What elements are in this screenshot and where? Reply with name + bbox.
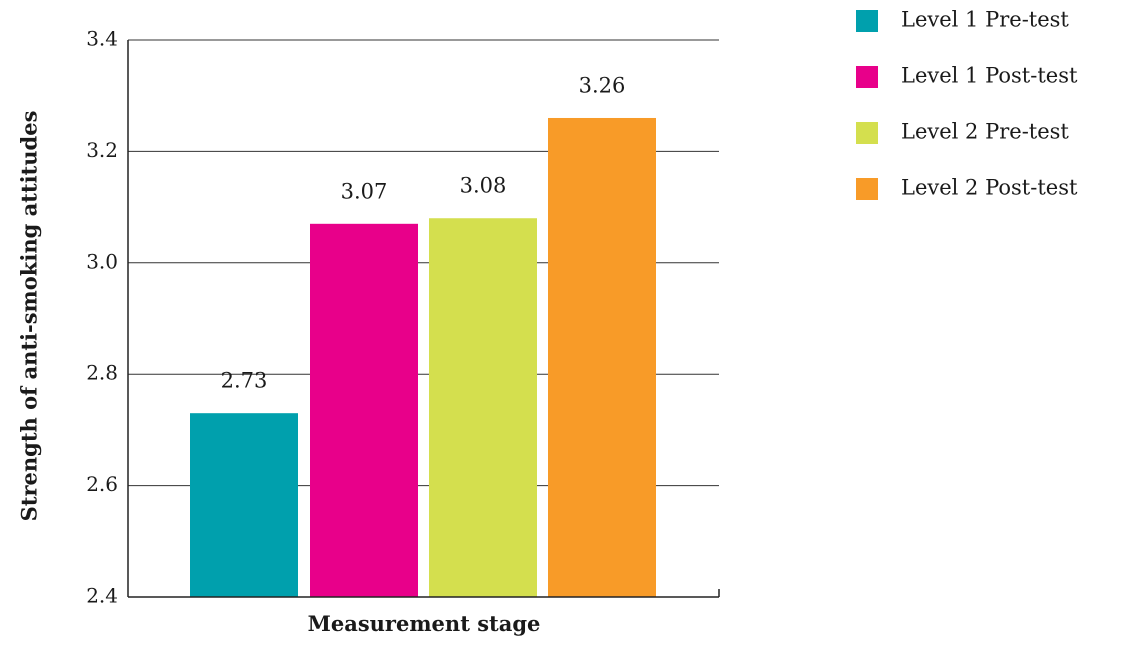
data-label: 2.73: [221, 369, 268, 393]
bar: [548, 117, 656, 597]
data-label: 3.07: [341, 179, 388, 203]
y-tick-label: 3.4: [86, 27, 118, 51]
legend-label: Level 1 Pre-test: [901, 8, 1069, 32]
legend-swatch: [856, 66, 878, 88]
legend-label: Level 2 Post-test: [901, 176, 1078, 200]
legend-swatch: [856, 178, 878, 200]
legend-swatch: [856, 122, 878, 144]
data-label: 3.08: [460, 174, 507, 198]
legend-label: Level 1 Post-test: [901, 64, 1078, 88]
y-axis-title: Strength of anti-smoking attitudes: [17, 111, 42, 522]
legend-swatch: [856, 10, 878, 32]
legend: Level 1 Pre-test Level 1 Post-test Level 2…: [856, 8, 1078, 200]
y-tick-label: 2.6: [86, 472, 118, 496]
bar: [310, 223, 418, 597]
y-tick-label: 3.0: [86, 249, 118, 273]
axes: [127, 40, 720, 598]
legend-label: Level 2 Pre-test: [901, 120, 1069, 144]
y-tick-label: 2.8: [86, 361, 118, 385]
bar: [429, 218, 537, 598]
bar: [190, 413, 298, 597]
bars: [190, 117, 656, 598]
y-tick-labels: 2.4 2.6 2.8 3.0 3.2 3.4: [86, 27, 118, 608]
x-axis-title: Measurement stage: [308, 611, 541, 636]
data-label: 3.26: [579, 73, 626, 97]
y-tick-label: 2.4: [86, 584, 118, 608]
y-tick-label: 3.2: [86, 138, 118, 162]
data-labels: 2.73 3.07 3.08 3.26: [221, 73, 626, 392]
